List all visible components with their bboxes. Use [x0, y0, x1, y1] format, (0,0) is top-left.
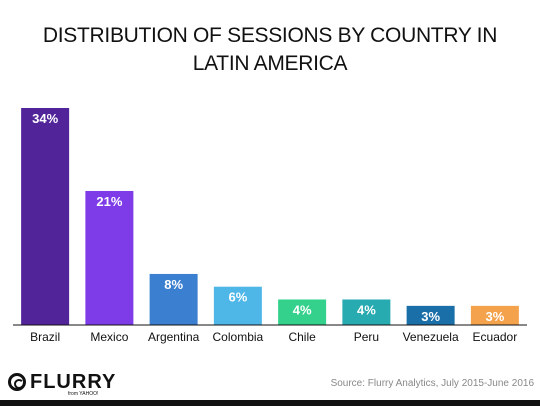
bar-peru — [342, 299, 391, 325]
x-tick-label-mexico: Mexico — [90, 330, 128, 344]
bars-group: 34% 21% 8% 6% 4% 4% 3% 3% — [21, 108, 519, 325]
flurry-logo-icon — [8, 373, 26, 391]
x-tick-label-ecuador: Ecuador — [473, 330, 518, 344]
bar-mexico — [85, 190, 134, 325]
title-line-1: DISTRIBUTION OF SESSIONS BY COUNTRY IN — [42, 24, 498, 47]
bar-argentina — [149, 273, 198, 325]
value-label-peru: 4% — [357, 302, 376, 317]
x-tick-label-brazil: Brazil — [30, 330, 60, 344]
value-label-ecuador: 3% — [485, 309, 504, 324]
bar-ecuador — [470, 305, 519, 325]
source-note: Source: Flurry Analytics, July 2015-June… — [330, 378, 534, 389]
chart-title: DISTRIBUTION OF SESSIONS BY COUNTRY IN L… — [20, 22, 520, 78]
x-tick-label-argentina: Argentina — [148, 330, 200, 344]
logo-subtext: from YAHOO! — [68, 391, 99, 397]
value-label-chile: 4% — [293, 302, 312, 317]
logo-wordmark: FLURRY — [30, 370, 117, 393]
value-label-brazil: 34% — [32, 111, 58, 126]
x-tick-label-chile: Chile — [288, 330, 316, 344]
bar-venezuela — [406, 305, 455, 325]
x-tick-label-venezuela: Venezuela — [403, 330, 459, 344]
footer — [0, 367, 540, 406]
value-label-venezuela: 3% — [421, 309, 440, 324]
x-tick-label-colombia: Colombia — [213, 330, 264, 344]
bar-colombia — [213, 286, 262, 325]
flurry-logo: FLURRY from YAHOO! — [8, 369, 117, 397]
bar-brazil — [21, 108, 70, 325]
value-label-mexico: 21% — [96, 194, 122, 209]
bar-chile — [278, 299, 327, 325]
title-line-2: LATIN AMERICA — [192, 52, 348, 75]
footer-divider — [0, 400, 540, 406]
value-label-colombia: 6% — [228, 290, 247, 305]
x-tick-label-peru: Peru — [354, 330, 379, 344]
value-label-argentina: 8% — [164, 277, 183, 292]
x-tick-labels: Brazil Mexico Argentina Colombia Chile Peru Ve… — [30, 330, 517, 344]
